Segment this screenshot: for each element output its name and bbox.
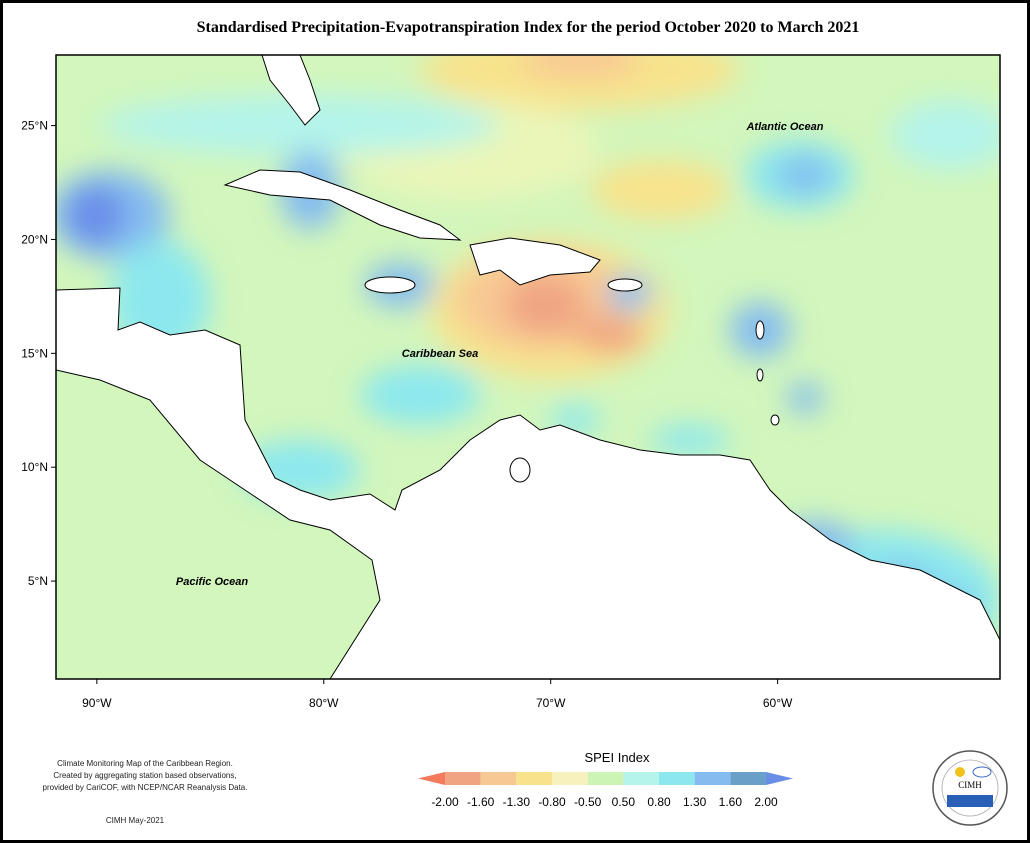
legend-tick-label: -0.80 [538,795,566,809]
logo: CIMH [932,750,1008,826]
legend-tick-label: -0.50 [574,795,602,809]
legend-tick-label: -2.00 [431,795,459,809]
legend-arrow [418,772,445,785]
legend-swatch [730,772,766,785]
y-tick-label: 20°N [21,232,48,246]
legend-title: SPEI Index [584,750,650,765]
legend-swatch [516,772,552,785]
map-border [55,54,1001,680]
legend-tick-label: 0.50 [612,795,636,809]
legend-tick-label: -1.30 [503,795,531,809]
x-tick-label: 90°W [82,696,112,710]
ocean-label: Caribbean Sea [402,348,478,360]
ocean-label: Atlantic Ocean [745,121,823,133]
legend-tick-label: 1.30 [683,795,707,809]
axes: 90°W 80°W 70°W 60°W 5°N 10°N 15°N 20°N 25°N [21,119,793,710]
note: Created by aggregating station based obs… [53,771,236,780]
legend-tick-label: 2.00 [754,795,778,809]
y-tick-label: 25°N [21,119,48,133]
legend-tick-label: 0.80 [647,795,671,809]
y-tick-label: 10°N [21,460,48,474]
x-tick-label: 70°W [536,696,566,710]
note: provided by CariCOF, with NCEP/NCAR Rean… [43,783,248,792]
x-tick-label: 80°W [309,696,339,710]
legend-swatch [480,772,517,785]
legend-swatch [552,772,588,785]
y-tick-label: 15°N [21,346,48,360]
note: Climate Monitoring Map of the Caribbean … [57,759,233,768]
legend-arrow [766,772,793,785]
map: Atlantic Ocean Caribbean Sea Pacific Oce… [56,55,1000,679]
y-tick-label: 5°N [28,574,48,588]
notes: Climate Monitoring Map of the Caribbean … [43,759,248,825]
legend-tick-label: -1.60 [467,795,495,809]
legend-swatch [587,772,624,785]
legend-swatch [659,772,695,785]
x-tick-label: 60°W [763,696,793,710]
title: Standardised Precipitation-Evapotranspir… [197,19,860,36]
legend-swatch [445,772,481,785]
legend-swatch [623,772,659,785]
legend-tick-label: 1.60 [719,795,743,809]
legend: -2.00 -1.60 -1.30 -0.80 -0.50 0.50 0.80 1.30 1.6… [418,772,793,809]
ocean-label: Pacific Ocean [176,576,248,588]
legend-swatch [694,772,731,785]
logo-text: CIMH [958,780,982,790]
date: CIMH May-2021 [106,816,165,825]
land [56,55,1000,679]
